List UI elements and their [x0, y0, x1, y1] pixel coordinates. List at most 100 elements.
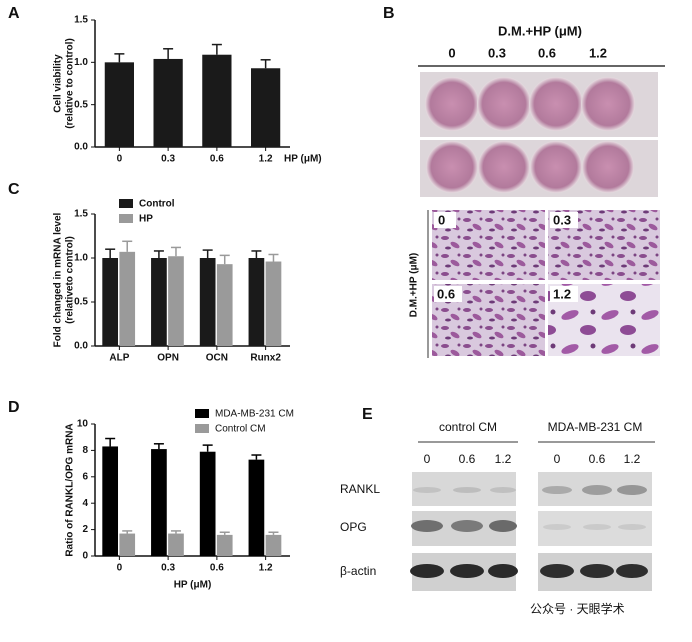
- x-axis-label: HP (μM): [284, 154, 322, 165]
- y-tick-label: 1.5: [74, 209, 88, 220]
- bar: [153, 58, 183, 147]
- band: [543, 524, 571, 530]
- column-label: 0: [448, 45, 455, 60]
- y-tick-label: 2: [82, 524, 88, 535]
- y-tick-label: 8: [82, 445, 88, 456]
- x-tick-label: OPN: [157, 353, 179, 364]
- bar: [151, 449, 167, 556]
- band: [542, 486, 572, 494]
- band: [411, 520, 443, 532]
- band: [618, 524, 646, 530]
- band: [489, 520, 517, 532]
- y-axis-label: (relativeto control): [65, 236, 76, 324]
- y-tick-label: 10: [77, 419, 89, 430]
- y-tick-label: 4: [82, 498, 88, 509]
- bar: [199, 451, 216, 556]
- y-tick-label: 0: [82, 551, 88, 562]
- row-label: RANKL: [340, 482, 380, 496]
- x-tick-label: 0.6: [210, 154, 224, 165]
- panel-letter: B: [383, 5, 395, 22]
- band: [617, 485, 647, 495]
- x-tick-label: ALP: [109, 353, 129, 364]
- panel-b-title: D.M.+HP (μM): [498, 23, 582, 38]
- band: [450, 564, 484, 578]
- y-tick-label: 0.5: [74, 99, 88, 110]
- bar: [216, 534, 233, 556]
- well: [426, 141, 478, 193]
- legend-label: Control CM: [215, 424, 266, 435]
- legend-swatch: [119, 214, 133, 223]
- y-tick-label: 6: [82, 471, 88, 482]
- row-label: β-actin: [340, 564, 376, 578]
- plates: [425, 77, 635, 193]
- bar: [104, 62, 134, 148]
- bar: [216, 264, 233, 346]
- panel-letter: E: [362, 406, 373, 423]
- band: [540, 564, 574, 578]
- micro-label: 1.2: [553, 286, 571, 301]
- y-tick-label: 0.5: [74, 297, 88, 308]
- band: [410, 564, 444, 578]
- well: [425, 77, 479, 131]
- group-label: MDA-MB-231 CM: [548, 420, 643, 434]
- well: [477, 77, 531, 131]
- band: [413, 487, 441, 493]
- y-tick-label: 1.5: [74, 15, 88, 26]
- y-tick-label: 1.0: [74, 57, 88, 68]
- y-axis-label: Fold changed in mRNA level: [53, 212, 64, 347]
- bar: [151, 258, 167, 346]
- band: [583, 524, 611, 530]
- panel-e: control CM MDA-MB-231 CM 0 0.6 1.2 0 0.6…: [340, 420, 655, 591]
- x-tick-label: 0: [117, 563, 123, 574]
- bands: [410, 485, 648, 578]
- label-box: [550, 286, 578, 302]
- band: [616, 564, 648, 578]
- row-label: OPG: [340, 520, 367, 534]
- watermark: 公众号 · 天眼学术: [530, 601, 625, 616]
- bar: [202, 54, 232, 147]
- panel-letter: D: [8, 399, 20, 416]
- y-tick-label: 0.0: [74, 341, 88, 352]
- bar: [248, 258, 265, 346]
- legend-label: HP: [139, 214, 153, 225]
- column-label: 0.6: [538, 45, 556, 60]
- y-axis-label: Cell viability: [53, 54, 64, 113]
- legend-label: MDA-MB-231 CM: [215, 409, 294, 420]
- x-tick-label: Runx2: [250, 353, 281, 364]
- y-axis-label: (relative to control): [65, 38, 76, 129]
- bar: [199, 258, 216, 346]
- band: [451, 520, 483, 532]
- well: [478, 141, 530, 193]
- group-label: control CM: [439, 420, 497, 434]
- x-tick-label: 0.3: [161, 154, 175, 165]
- x-tick-label: 1.2: [259, 154, 273, 165]
- panel-b: D.M.+HP (μM) 0 0.3 0.6 1.2 D.M.+HP (μM) …: [409, 23, 665, 358]
- lane-label: 1.2: [495, 452, 512, 466]
- bar: [119, 251, 136, 346]
- y-axis-label: Ratio of RANKL/OPG mRNA: [65, 423, 76, 556]
- band: [580, 564, 614, 578]
- legend-swatch: [119, 199, 133, 208]
- panel-letters: A B C D E: [8, 5, 395, 423]
- x-tick-label: 0: [117, 154, 123, 165]
- label-box: [434, 286, 462, 302]
- band: [488, 564, 518, 578]
- label-box: [550, 212, 578, 228]
- band: [582, 485, 612, 495]
- column-label: 0.3: [488, 45, 506, 60]
- panel-letter: A: [8, 5, 20, 22]
- legend-swatch: [195, 424, 209, 433]
- bar: [265, 534, 282, 556]
- bar: [265, 261, 282, 346]
- well: [529, 77, 583, 131]
- lane-label: 0.6: [589, 452, 606, 466]
- bar: [102, 258, 119, 346]
- bar: [248, 459, 265, 556]
- x-tick-label: 1.2: [259, 563, 273, 574]
- micro-label: 0.6: [437, 286, 455, 301]
- micro-label: 0.3: [553, 212, 571, 227]
- x-tick-label: 0.6: [210, 563, 224, 574]
- bar: [168, 533, 184, 556]
- panel-letter: C: [8, 181, 20, 198]
